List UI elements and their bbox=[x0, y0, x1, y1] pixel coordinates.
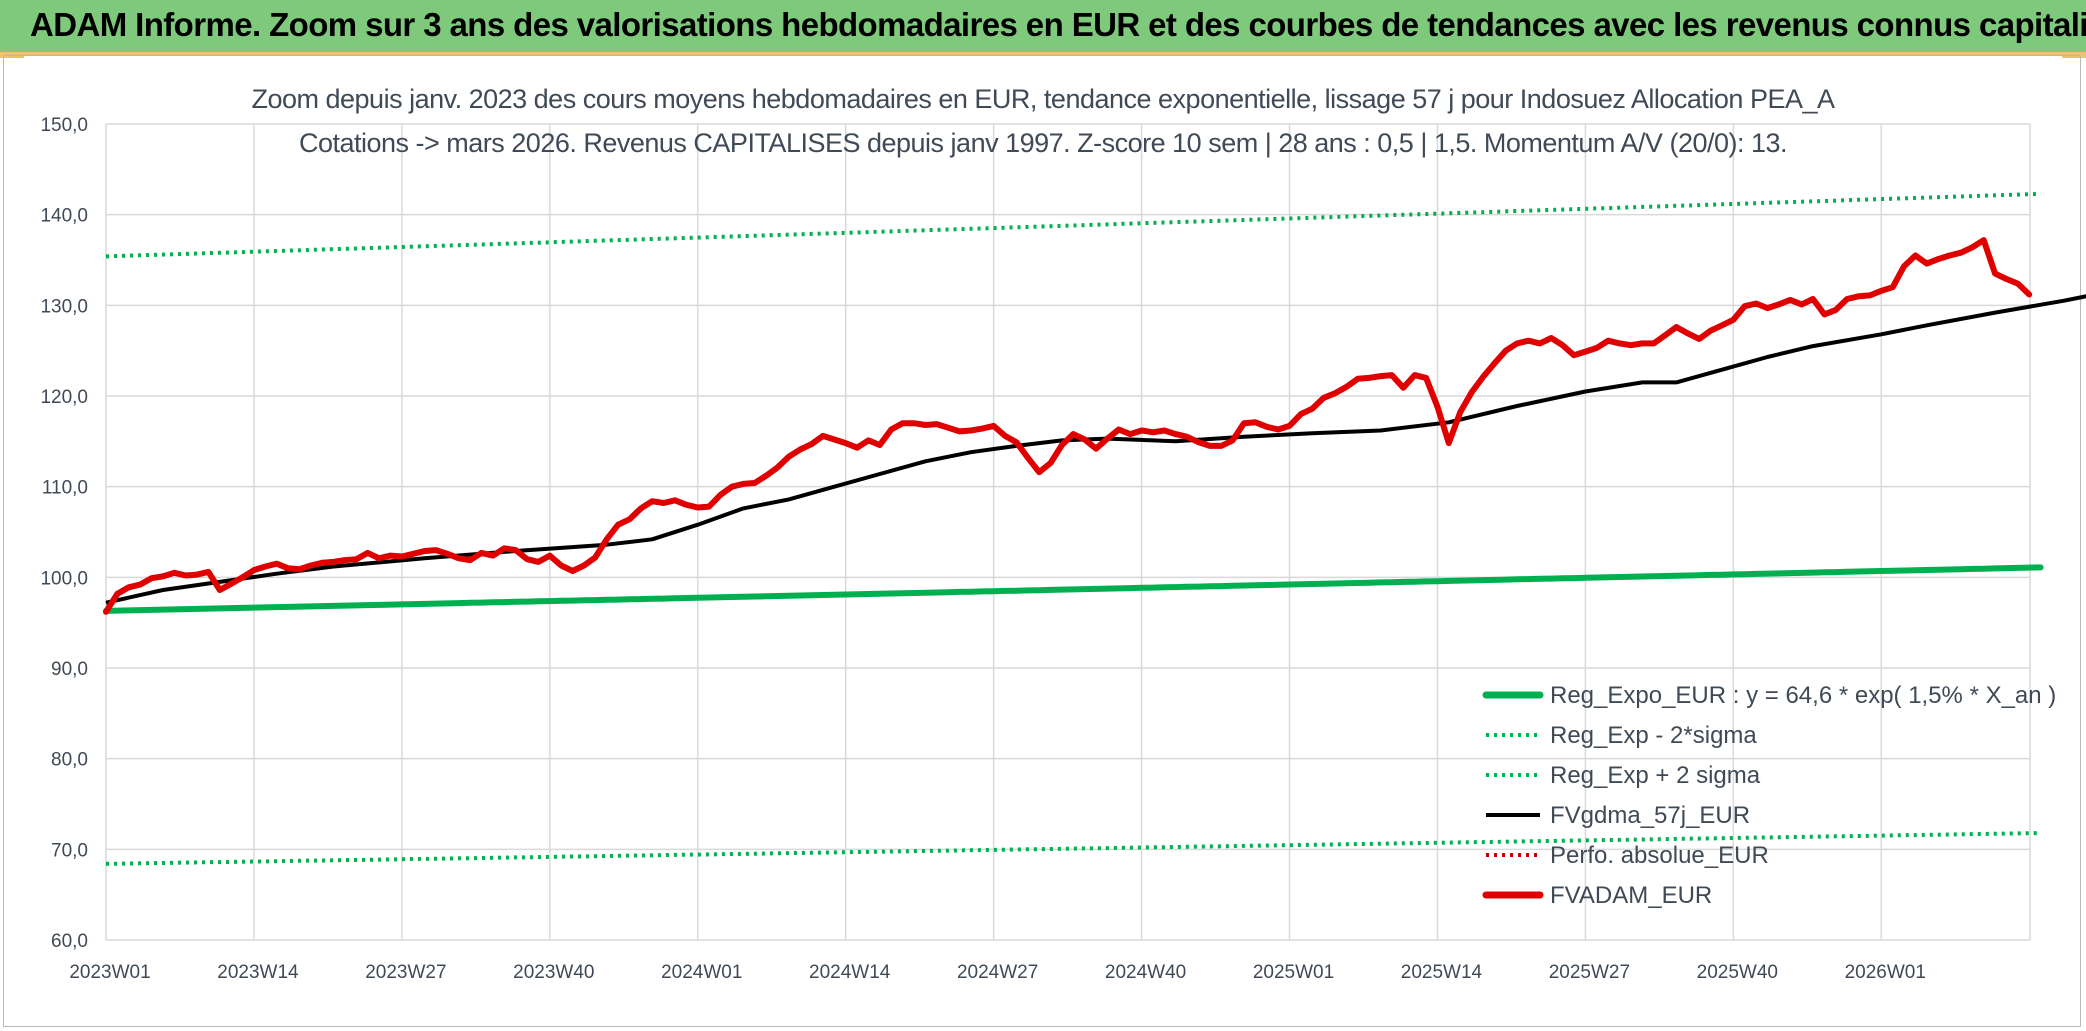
x-tick-label: 2024W14 bbox=[809, 962, 891, 983]
x-tick-label: 2025W27 bbox=[1549, 962, 1630, 983]
report-banner: ADAM Informe. Zoom sur 3 ans des valoris… bbox=[0, 0, 2086, 55]
y-tick-label: 90,0 bbox=[51, 659, 88, 680]
legend-label: Reg_Exp + 2 sigma bbox=[1550, 762, 1761, 789]
legend-label: FVADAM_EUR bbox=[1550, 882, 1712, 909]
y-tick-label: 110,0 bbox=[42, 478, 88, 499]
x-tick-label: 2026W01 bbox=[1845, 962, 1926, 983]
x-tick-label: 2024W40 bbox=[1105, 962, 1186, 983]
y-tick-label: 130,0 bbox=[40, 296, 88, 317]
chart-frame bbox=[3, 55, 2081, 1027]
legend-label: Reg_Expo_EUR : y = 64,6 * exp( 1,5% * X_… bbox=[1550, 682, 2056, 709]
series-line-reg-exp bbox=[105, 191, 2041, 259]
x-tick-label: 2023W40 bbox=[513, 962, 594, 983]
x-tick-label: 2023W01 bbox=[69, 962, 150, 983]
x-tick-label: 2025W14 bbox=[1401, 962, 1483, 983]
x-tick-label: 2023W14 bbox=[217, 962, 299, 983]
x-tick-label: 2024W01 bbox=[661, 962, 742, 983]
y-tick-label: 120,0 bbox=[40, 387, 88, 408]
y-tick-label: 150,0 bbox=[40, 115, 88, 136]
legend-label: Reg_Exp - 2*sigma bbox=[1550, 722, 1757, 749]
x-tick-label: 2023W27 bbox=[365, 962, 446, 983]
y-tick-label: 70,0 bbox=[51, 840, 88, 861]
x-tick-label: 2025W40 bbox=[1697, 962, 1778, 983]
y-tick-label: 60,0 bbox=[51, 931, 88, 952]
y-tick-label: 80,0 bbox=[51, 750, 88, 771]
chart-subtitle: Cotations -> mars 2026. Revenus CAPITALI… bbox=[298, 128, 1788, 158]
legend-label: FVgdma_57j_EUR bbox=[1550, 802, 1750, 829]
y-tick-label: 140,0 bbox=[40, 206, 88, 227]
chart-title: Zoom depuis janv. 2023 des cours moyens … bbox=[251, 84, 1835, 114]
banner-title: ADAM Informe. Zoom sur 3 ans des valoris… bbox=[30, 6, 2086, 43]
series-line-fvadam-eur bbox=[103, 237, 2033, 615]
series-line-reg-exp bbox=[105, 831, 2041, 866]
series-line-fvgdma-57j-eur bbox=[105, 294, 2086, 605]
series-line-reg-expo-eur bbox=[103, 564, 2044, 614]
x-tick-label: 2024W27 bbox=[957, 962, 1038, 983]
x-tick-label: 2025W01 bbox=[1253, 962, 1334, 983]
legend-label: Perfo. absolue_EUR bbox=[1550, 842, 1769, 869]
y-tick-label: 100,0 bbox=[40, 568, 88, 589]
